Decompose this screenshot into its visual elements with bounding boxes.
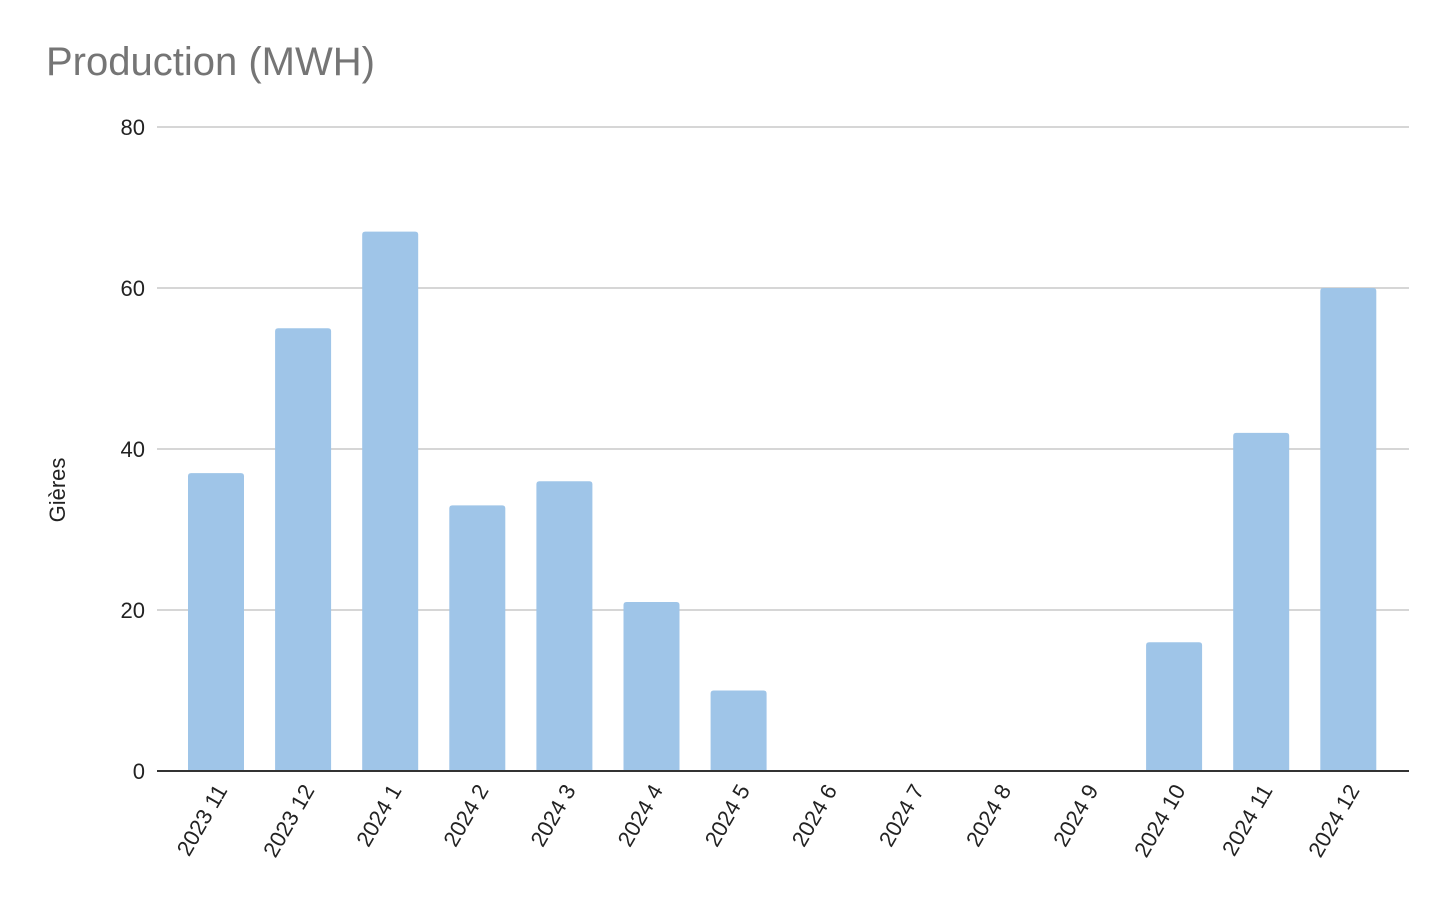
bar — [188, 473, 244, 771]
x-tick-label: 2024 11 — [1217, 780, 1278, 860]
bar — [1233, 432, 1290, 771]
x-tick-label: 2024 1 — [351, 780, 406, 851]
y-tick-label: 80 — [121, 115, 145, 140]
x-tick-label: 2024 9 — [1048, 780, 1103, 851]
chart-title: Production (MWH) — [46, 40, 375, 84]
bars — [188, 231, 1377, 771]
x-tick-label: 2024 4 — [613, 780, 668, 851]
gridlines — [157, 126, 1409, 611]
x-tick-label: 2024 8 — [961, 780, 1016, 851]
y-tick-label: 0 — [133, 759, 145, 784]
y-axis-title: Gières — [45, 458, 70, 523]
x-tick-label: 2023 11 — [172, 780, 233, 860]
x-tick-label: 2024 3 — [525, 780, 580, 851]
y-tick-label: 60 — [121, 276, 145, 301]
x-tick-label: 2024 7 — [874, 780, 929, 851]
y-tick-label: 40 — [121, 437, 145, 462]
x-axis-ticks: 2023 11 2023 12 2024 1 2024 2 2024 3 2024 4 20… — [172, 780, 1365, 861]
x-tick-label: 2023 12 — [258, 780, 319, 861]
x-tick-label: 2024 10 — [1129, 780, 1190, 861]
bar — [1146, 642, 1203, 771]
x-tick-label: 2024 2 — [438, 780, 493, 851]
y-axis-ticks: 0 20 40 60 80 — [121, 115, 145, 784]
bar — [362, 231, 419, 771]
bar — [1320, 288, 1377, 771]
x-tick-label: 2024 5 — [700, 780, 755, 851]
bar — [623, 601, 680, 771]
x-tick-label: 2024 6 — [787, 780, 842, 851]
y-tick-label: 20 — [121, 598, 145, 623]
bar — [536, 481, 593, 771]
bar — [710, 690, 767, 771]
bar — [275, 328, 332, 771]
x-tick-label: 2024 12 — [1303, 780, 1364, 861]
bar — [449, 505, 506, 771]
